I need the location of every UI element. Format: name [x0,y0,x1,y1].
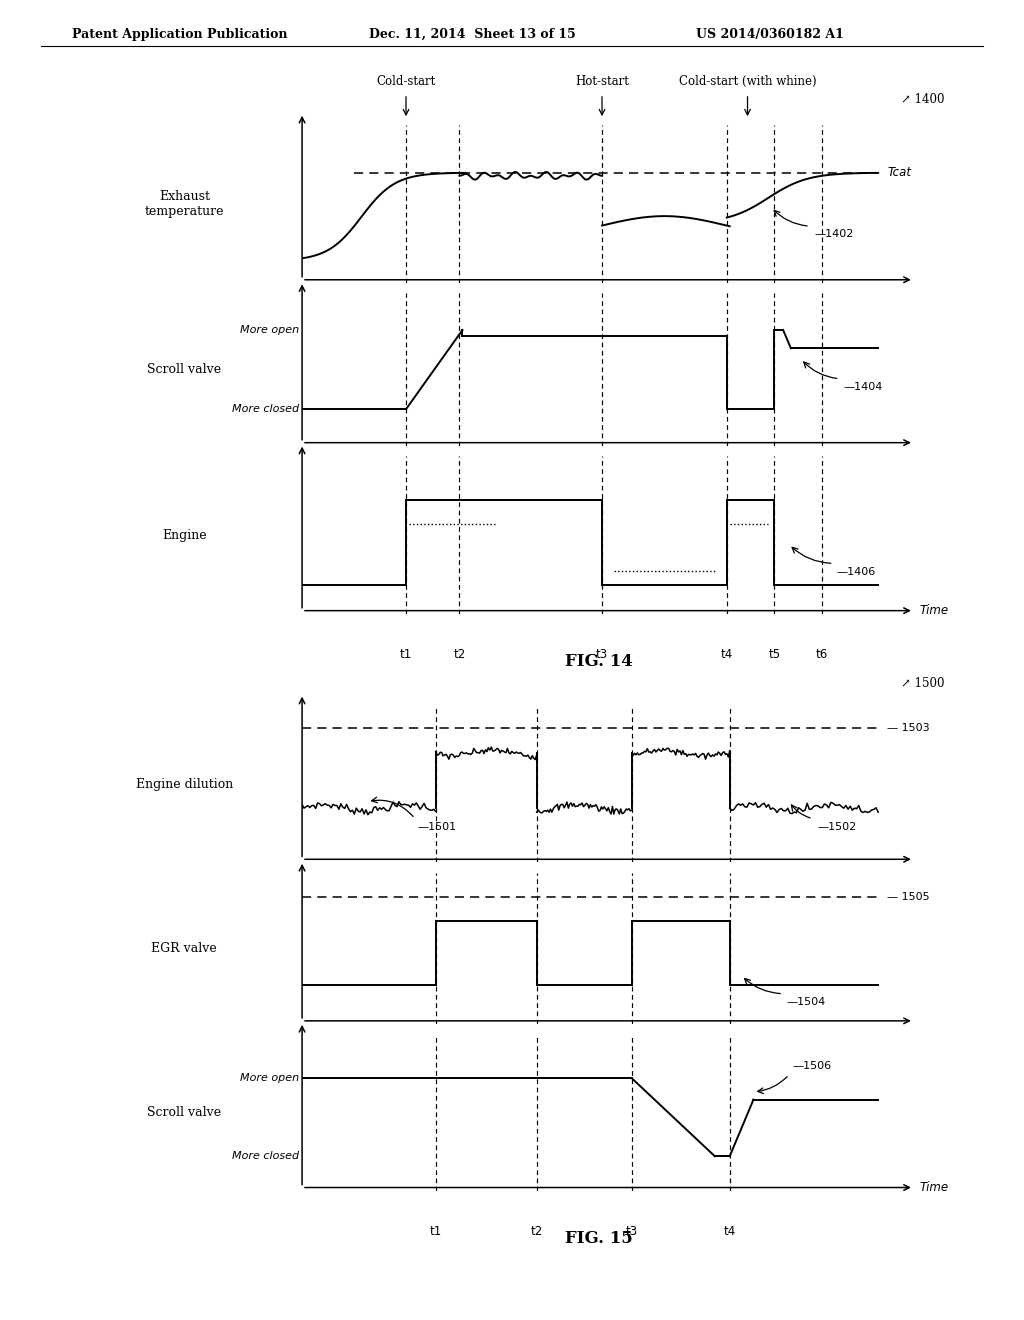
Text: Cold-start (with whine): Cold-start (with whine) [679,75,816,88]
Text: Time: Time [920,605,949,618]
Text: FIG. 15: FIG. 15 [565,1230,633,1247]
Text: —1402: —1402 [814,230,853,239]
Text: Tcat: Tcat [887,166,911,180]
Text: Scroll valve: Scroll valve [147,363,221,376]
Text: — 1505: — 1505 [887,892,930,902]
Text: t6: t6 [816,648,827,661]
Text: —1502: —1502 [817,822,857,832]
Text: —1504: —1504 [786,997,825,1007]
Text: More open: More open [240,325,299,335]
Text: t2: t2 [530,1225,543,1238]
Text: t3: t3 [596,648,608,661]
Text: US 2014/0360182 A1: US 2014/0360182 A1 [696,28,844,41]
Text: FIG. 14: FIG. 14 [565,653,633,671]
Text: More open: More open [240,1073,299,1084]
Text: —1406: —1406 [837,566,876,577]
Text: t1: t1 [430,1225,441,1238]
Text: t3: t3 [626,1225,638,1238]
Text: Exhaust
temperature: Exhaust temperature [144,190,224,218]
Text: —1506: —1506 [793,1061,831,1072]
Text: Engine dilution: Engine dilution [136,777,232,791]
Text: t1: t1 [400,648,412,661]
Text: More closed: More closed [232,404,299,414]
Text: —1501: —1501 [418,822,457,832]
Text: t2: t2 [454,648,466,661]
Text: Engine: Engine [162,528,207,541]
Text: —1404: —1404 [844,381,883,392]
Text: EGR valve: EGR valve [152,942,217,954]
Text: Hot-start: Hot-start [575,75,629,88]
Text: Cold-start: Cold-start [377,75,435,88]
Text: t4: t4 [724,1225,736,1238]
Text: t4: t4 [721,648,733,661]
Text: t5: t5 [768,648,780,661]
Text: ↗ 1400: ↗ 1400 [901,92,944,106]
Text: More closed: More closed [232,1151,299,1162]
Text: Dec. 11, 2014  Sheet 13 of 15: Dec. 11, 2014 Sheet 13 of 15 [369,28,575,41]
Text: Scroll valve: Scroll valve [147,1106,221,1119]
Text: ↗ 1500: ↗ 1500 [901,677,944,690]
Text: — 1503: — 1503 [887,723,930,733]
Text: Patent Application Publication: Patent Application Publication [72,28,287,41]
Text: Time: Time [920,1181,949,1195]
